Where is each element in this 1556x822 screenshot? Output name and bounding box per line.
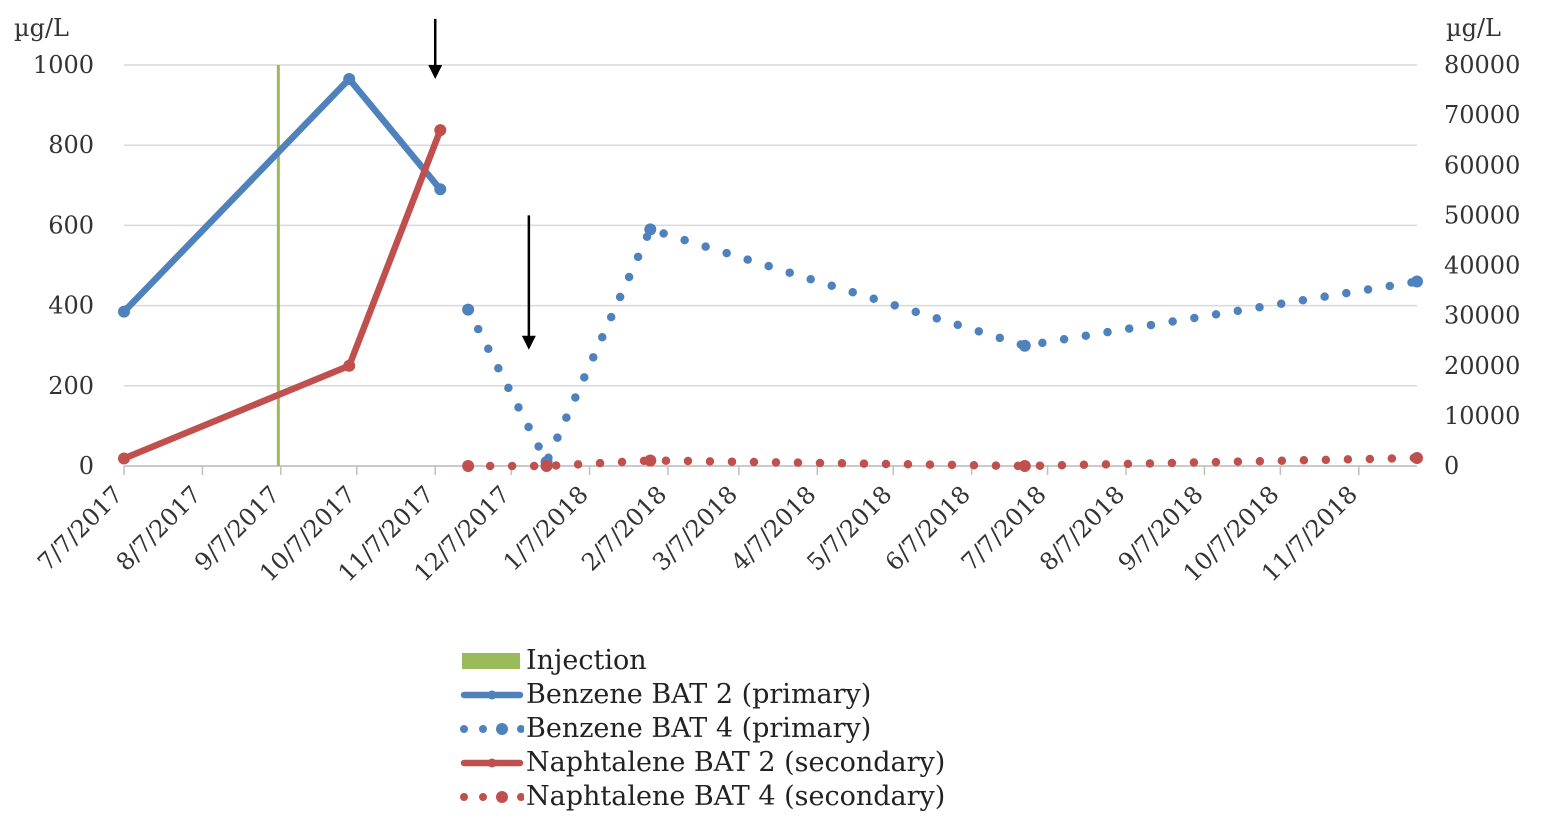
legend-swatch — [460, 690, 524, 700]
legend-label: Benzene BAT 4 (primary) — [526, 712, 872, 744]
left-y-tick-label: 800 — [48, 131, 94, 159]
left-axis-unit-label: µg/L — [14, 14, 69, 42]
axes: µg/L µg/L 020040060080010000100002000030… — [14, 14, 1520, 587]
right-y-tick-label: 50000 — [1444, 201, 1520, 229]
x-tick-label: 8/7/2018 — [1034, 480, 1130, 576]
data-point — [462, 303, 475, 316]
legend-swatch — [460, 791, 524, 803]
x-tick-label: 7/7/2017 — [32, 480, 128, 576]
line-chart: µg/L µg/L 020040060080010000100002000030… — [14, 14, 1520, 587]
series-line-naphtalene-bat-2-secondary — [120, 126, 444, 462]
annotations-layer — [428, 18, 536, 350]
right-y-tick-label: 0 — [1444, 452, 1459, 480]
arrow-head — [428, 65, 443, 80]
legend-label: Benzene BAT 2 (primary) — [526, 678, 872, 710]
legend-label: Naphtalene BAT 4 (secondary) — [526, 780, 946, 812]
x-tick-label: 8/7/2017 — [111, 480, 207, 576]
right-y-tick-label: 10000 — [1444, 402, 1520, 430]
data-point — [434, 124, 447, 137]
data-point — [644, 223, 657, 236]
legend-swatch — [462, 653, 520, 669]
data-point — [434, 183, 447, 196]
right-y-tick-label: 20000 — [1444, 352, 1520, 380]
data-point — [343, 73, 356, 86]
data-point — [462, 460, 475, 472]
legend-swatch — [460, 758, 524, 768]
right-y-tick-label: 70000 — [1444, 101, 1520, 129]
data-point — [343, 359, 356, 372]
right-y-tick-label: 40000 — [1444, 252, 1520, 280]
legend-item-naphtalene-bat-4-secondary: Naphtalene BAT 4 (secondary) — [460, 779, 945, 813]
legend-item-benzene-bat-4-primary: Benzene BAT 4 (primary) — [460, 711, 945, 745]
arrow-head — [521, 335, 536, 350]
data-point — [118, 305, 130, 318]
data-point — [540, 460, 553, 472]
data-point — [1018, 339, 1031, 352]
data-point — [1411, 451, 1423, 464]
legend-label: Injection — [526, 644, 647, 676]
left-y-tick-label: 1000 — [33, 51, 94, 79]
series-line-benzene-bat-2-primary — [120, 75, 444, 315]
data-point — [118, 452, 130, 465]
chart-legend: Injection Benzene BAT 2 (primary) Benzene … — [460, 643, 945, 813]
left-y-tick-label: 600 — [48, 211, 94, 239]
right-y-tick-label: 60000 — [1444, 151, 1520, 179]
legend-swatch — [460, 723, 524, 735]
right-axis-unit-label: µg/L — [1446, 14, 1501, 42]
legend-item-injection: Injection — [460, 643, 945, 677]
left-y-tick-label: 0 — [79, 452, 94, 480]
left-y-tick-label: 200 — [48, 372, 94, 400]
data-point — [1018, 460, 1031, 472]
data-point — [644, 454, 657, 467]
legend-label: Naphtalene BAT 2 (secondary) — [526, 746, 946, 778]
data-point — [1411, 275, 1423, 288]
legend-item-naphtalene-bat-2-secondary: Naphtalene BAT 2 (secondary) — [460, 745, 945, 779]
x-tick-label: 1/7/2018 — [498, 480, 594, 576]
left-y-tick-label: 400 — [48, 292, 94, 320]
series-line-benzene-bat-4-primary — [463, 224, 1422, 472]
right-y-tick-label: 80000 — [1444, 51, 1520, 79]
series-line-naphtalene-bat-4-secondary — [463, 453, 1422, 471]
right-y-tick-label: 30000 — [1444, 302, 1520, 330]
series-layer — [118, 65, 1423, 472]
legend-item-benzene-bat-2-primary: Benzene BAT 2 (primary) — [460, 677, 945, 711]
